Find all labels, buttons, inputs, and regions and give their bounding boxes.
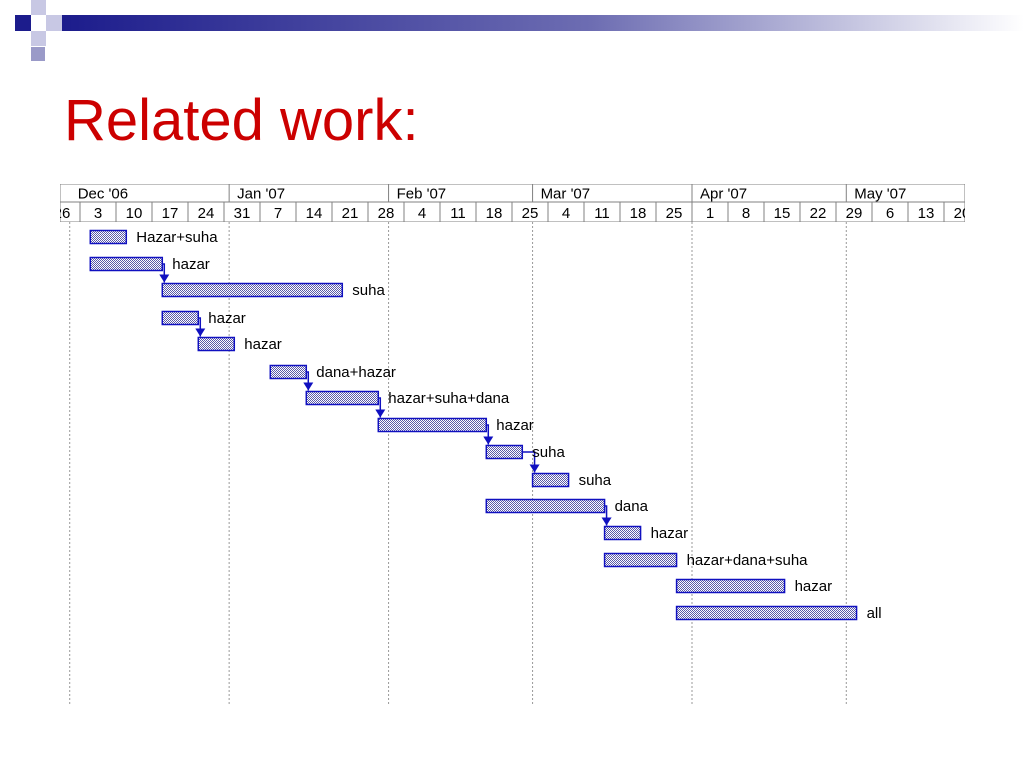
- week-tick-label: 11: [594, 205, 610, 222]
- gantt-dependency-arrows: [159, 263, 612, 526]
- week-tick-label: 7: [274, 205, 282, 222]
- task-bar: [531, 472, 570, 488]
- corner-decoration: [15, 0, 62, 61]
- gantt-timescale-header: Dec '06 Jan '07 Feb '07 Mar '07 Apr '07 May '…: [54, 184, 971, 222]
- week-tick-label: 21: [342, 205, 359, 222]
- week-tick-label: 11: [450, 205, 466, 222]
- month-label: Jan '07: [237, 186, 285, 203]
- task-bar: [89, 229, 128, 245]
- dependency-arrow: [159, 263, 170, 283]
- month-label: Apr '07: [700, 186, 747, 203]
- task-bar: [675, 578, 786, 594]
- week-tick-label: 4: [562, 205, 570, 222]
- corner-square: [31, 31, 46, 46]
- task-label: Hazar+suha: [136, 229, 218, 246]
- week-tick-label: 20: [954, 205, 971, 222]
- week-tick-label: 4: [418, 205, 426, 222]
- header-gradient-bar: [62, 15, 1024, 31]
- corner-square: [15, 15, 31, 31]
- corner-square: [31, 0, 46, 15]
- slide-title: Related work:: [64, 88, 419, 153]
- task-bar: [485, 444, 524, 460]
- week-tick-label: 26: [54, 205, 71, 222]
- dependency-arrow: [195, 317, 206, 337]
- gantt-gridlines: [69, 222, 847, 706]
- week-tick-label: 28: [378, 205, 395, 222]
- task-label: all: [867, 605, 882, 622]
- task-label: hazar: [172, 256, 210, 273]
- week-tick-label: 25: [666, 205, 683, 222]
- week-tick-label: 14: [306, 205, 323, 222]
- month-label: Dec '06: [78, 186, 128, 203]
- week-tick-label: 13: [918, 205, 935, 222]
- week-tick-label: 29: [846, 205, 863, 222]
- dependency-arrow: [303, 371, 314, 391]
- task-bar: [161, 310, 200, 326]
- week-tick-label: 25: [522, 205, 539, 222]
- task-bar: [161, 282, 344, 298]
- week-tick-label: 22: [810, 205, 827, 222]
- corner-squares: [15, 0, 62, 61]
- task-bar: [603, 525, 642, 541]
- week-tick-label: 10: [126, 205, 143, 222]
- month-label: Feb '07: [397, 186, 447, 203]
- week-tick-label: 6: [886, 205, 894, 222]
- week-tick-label: 18: [486, 205, 503, 222]
- task-label: suha: [532, 444, 565, 461]
- task-label: dana+hazar: [316, 364, 396, 381]
- task-label: dana: [615, 498, 649, 515]
- task-bar: [269, 364, 308, 380]
- week-tick-label: 8: [742, 205, 750, 222]
- task-label: hazar: [496, 417, 534, 434]
- week-tick-label: 3: [94, 205, 102, 222]
- task-bar: [89, 256, 164, 272]
- header-bar: [62, 15, 1024, 31]
- task-label: suha: [352, 282, 385, 299]
- dependency-arrow: [483, 424, 494, 445]
- task-label: hazar: [244, 336, 282, 353]
- gantt-task-bars: [89, 229, 858, 621]
- month-label: May '07: [854, 186, 906, 203]
- week-tick-label: 24: [198, 205, 215, 222]
- task-bar: [485, 498, 606, 514]
- task-bar: [197, 336, 236, 352]
- task-label: hazar: [651, 525, 689, 542]
- corner-square: [31, 47, 45, 61]
- task-bar: [377, 417, 488, 433]
- task-label: hazar: [208, 310, 246, 327]
- dependency-arrow: [522, 451, 540, 473]
- week-tick-label: 17: [162, 205, 179, 222]
- task-bar: [305, 390, 380, 406]
- week-tick-label: 15: [774, 205, 791, 222]
- week-tick-label: 31: [234, 205, 251, 222]
- corner-square: [46, 15, 62, 31]
- task-label: hazar+suha+dana: [388, 390, 510, 407]
- task-label: hazar: [795, 578, 833, 595]
- task-bar: [603, 552, 678, 568]
- week-tick-label: 18: [630, 205, 647, 222]
- dependency-arrow: [375, 397, 386, 418]
- task-label: hazar+dana+suha: [687, 552, 809, 569]
- month-label: Mar '07: [541, 186, 591, 203]
- task-label: suha: [579, 472, 612, 489]
- gantt-task-labels: Hazar+suha hazar suha hazar hazar dana+hazar h…: [136, 229, 881, 622]
- week-tick-label: 1: [706, 205, 714, 222]
- dependency-arrow: [601, 505, 612, 526]
- task-bar: [675, 605, 858, 621]
